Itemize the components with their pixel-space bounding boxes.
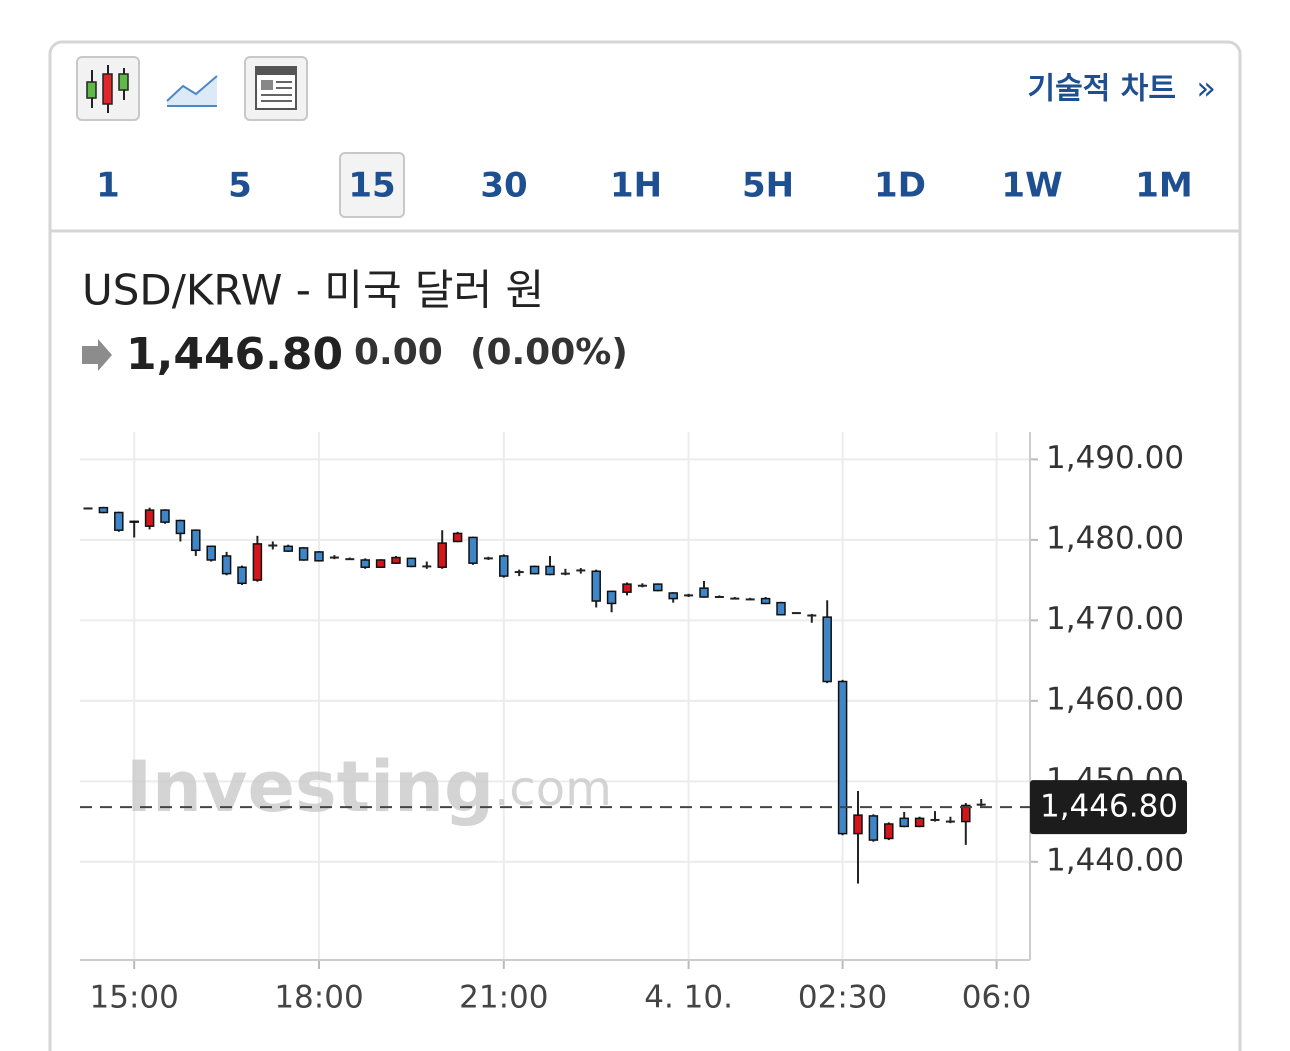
- timeframe-button[interactable]: 15: [348, 166, 395, 206]
- y-tick-label: 1,490.00: [1046, 440, 1184, 476]
- instrument-title: USD/KRW - 미국 달러 원: [82, 266, 544, 315]
- timeframe-button[interactable]: 1D: [874, 166, 926, 206]
- x-tick-label: 15:00: [90, 980, 179, 1016]
- candle-body: [591, 570, 601, 602]
- timeframe-button[interactable]: 1H: [610, 166, 662, 206]
- candle-body: [160, 509, 170, 523]
- candle-body: [837, 680, 848, 835]
- candle-body: [314, 551, 324, 562]
- candle-body: [252, 543, 263, 581]
- unchanged-arrow: [82, 339, 112, 371]
- x-tick-label: 18:00: [274, 980, 363, 1016]
- link-arrow[interactable]: »: [1196, 69, 1216, 107]
- candle-body: [375, 559, 386, 568]
- candle-body: [175, 519, 186, 535]
- card: [48, 40, 1242, 1051]
- candle-body: [360, 559, 370, 568]
- candle-body: [499, 555, 509, 577]
- candle-chart-button[interactable]: [76, 56, 140, 121]
- y-tick-label: 1,470.00: [1046, 601, 1184, 637]
- candle-body: [283, 545, 293, 552]
- candle-body: [452, 532, 463, 543]
- timeframe-button[interactable]: 30: [480, 166, 527, 206]
- x-tick-label: 02:30: [798, 980, 887, 1016]
- timeframe-button[interactable]: 1: [96, 166, 120, 206]
- plot: 1,440.001,450.001,460.001,470.001,480.00…: [80, 432, 1187, 1016]
- candle-body: [298, 547, 309, 561]
- last-price-label: 1,446.80: [1040, 789, 1178, 825]
- change: 0.00: [354, 332, 443, 373]
- layout-button[interactable]: [244, 56, 308, 121]
- timeframe-button[interactable]: 1M: [1135, 166, 1193, 206]
- change-percent: (0.00%): [470, 332, 628, 373]
- candle-body: [622, 583, 632, 593]
- x-tick-label: 4. 10.: [644, 980, 733, 1016]
- selected-timeframe: [339, 152, 405, 218]
- watermark: Investing.com: [126, 746, 612, 828]
- candle-body: [545, 565, 555, 576]
- candle-body: [961, 804, 971, 823]
- x-tick-label: 21:00: [459, 980, 548, 1016]
- candle-body: [884, 823, 894, 840]
- timeframe-button[interactable]: 5: [228, 166, 252, 206]
- candle-body: [760, 597, 771, 605]
- candle-body: [406, 557, 417, 568]
- candle-body: [899, 817, 909, 828]
- line-chart-button[interactable]: [166, 75, 218, 107]
- watermark-suffix: .com: [494, 761, 612, 817]
- candle-body: [221, 555, 232, 575]
- candle-body: [437, 542, 447, 568]
- candle-body: [191, 529, 201, 552]
- candle-body: [606, 590, 617, 605]
- y-tick-label: 1,440.00: [1046, 842, 1184, 878]
- candle-body: [98, 506, 109, 514]
- candle-body: [144, 509, 155, 527]
- candle-body: [114, 511, 124, 531]
- candle-body: [529, 565, 540, 575]
- candle-body: [853, 814, 863, 835]
- technical-chart-link[interactable]: 기술적 차트: [1028, 72, 1176, 107]
- candle-body: [391, 556, 401, 564]
- candle-body: [868, 815, 879, 841]
- candle-body: [822, 616, 832, 683]
- candle-body: [653, 583, 663, 592]
- candle-body: [129, 520, 139, 523]
- watermark-brand: Investing: [126, 746, 494, 828]
- candle-body: [206, 545, 216, 561]
- x-tick-label: 06:0: [962, 980, 1032, 1016]
- candle-body: [776, 601, 786, 616]
- y-tick-label: 1,480.00: [1046, 520, 1184, 556]
- y-tick-label: 1,460.00: [1046, 681, 1184, 717]
- candle-body: [914, 817, 925, 828]
- candle-body: [468, 536, 478, 564]
- timeframe-button[interactable]: 1W: [1001, 166, 1062, 206]
- timeframe-bar: 1 5 15 30 1H 5H 1D 1W 1M: [96, 152, 1193, 218]
- candle-body: [237, 566, 247, 585]
- candle-body: [668, 592, 678, 600]
- last-price-box: [1030, 780, 1187, 835]
- candle-body: [699, 587, 709, 598]
- price: 1,446.80: [126, 329, 343, 380]
- timeframe-button[interactable]: 5H: [742, 166, 794, 206]
